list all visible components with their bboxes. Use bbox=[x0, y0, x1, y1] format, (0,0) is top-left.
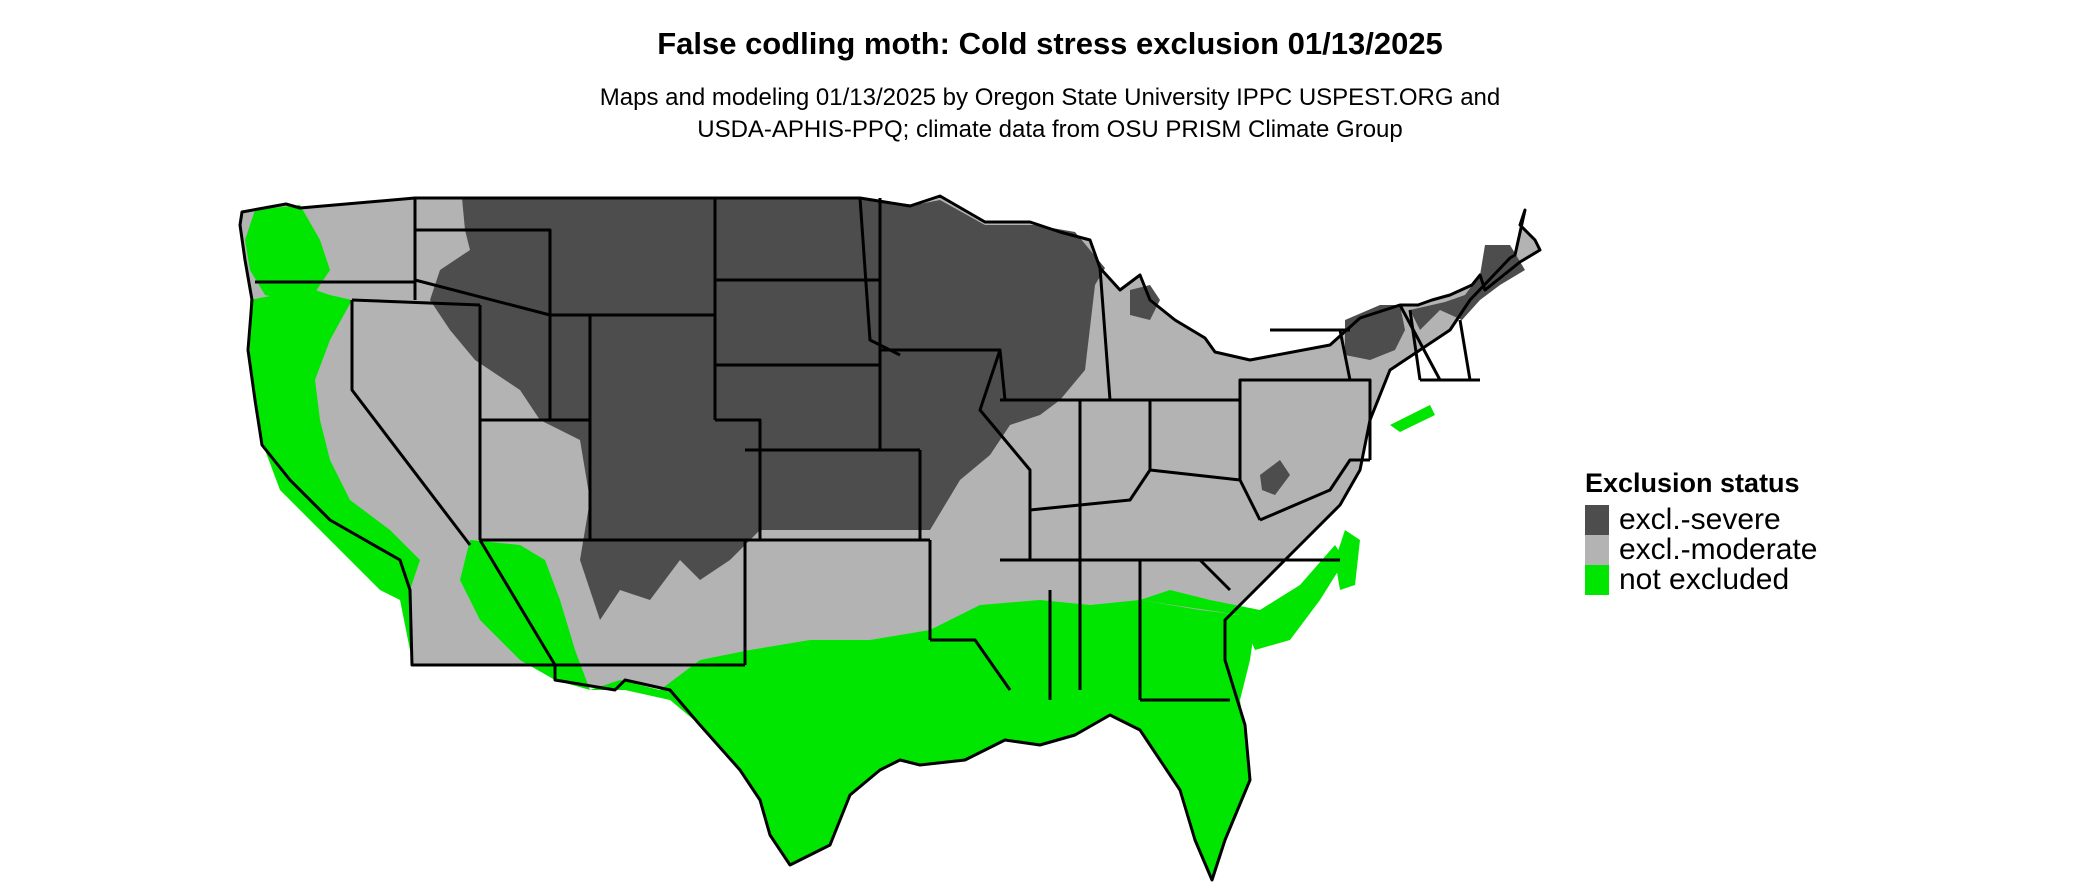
legend-label-severe: excl.-severe bbox=[1619, 503, 1781, 536]
legend-item-moderate: excl.-moderate bbox=[1585, 533, 1818, 566]
gulf-coast-green bbox=[590, 600, 1255, 880]
conus-outline bbox=[238, 194, 1542, 882]
not-excluded-swatch bbox=[1585, 565, 1609, 595]
long-island-green bbox=[1390, 405, 1435, 432]
subtitle-line-2: USDA-APHIS-PPQ; climate data from OSU PR… bbox=[697, 116, 1403, 143]
legend-item-not-excluded: not excluded bbox=[1585, 563, 1817, 596]
atlantic-coast-green bbox=[1335, 530, 1360, 590]
severe-swatch bbox=[1585, 505, 1609, 535]
moderate-swatch bbox=[1585, 535, 1609, 565]
pacific-coast-green bbox=[250, 285, 420, 660]
washington-oregon-green bbox=[245, 205, 330, 300]
legend-label-moderate: excl.-moderate bbox=[1619, 533, 1818, 566]
map-title: False codling moth: Cold stress exclusio… bbox=[657, 26, 1443, 61]
map-subtitle: Maps and modeling 01/13/2025 by Oregon S… bbox=[0, 82, 2100, 146]
legend: Exclusion status excl.-severe excl.-mode… bbox=[1585, 468, 1818, 596]
not-excluded-regions bbox=[245, 205, 1435, 880]
legend-item-severe: excl.-severe bbox=[1585, 503, 1817, 536]
subtitle-line-1: Maps and modeling 01/13/2025 by Oregon S… bbox=[599, 84, 1501, 111]
legend-label-not-excluded: not excluded bbox=[1619, 563, 1790, 596]
southeast-green bbox=[1140, 545, 1345, 650]
state-borders bbox=[238, 194, 1542, 882]
legend-title: Exclusion status bbox=[1585, 468, 1800, 498]
